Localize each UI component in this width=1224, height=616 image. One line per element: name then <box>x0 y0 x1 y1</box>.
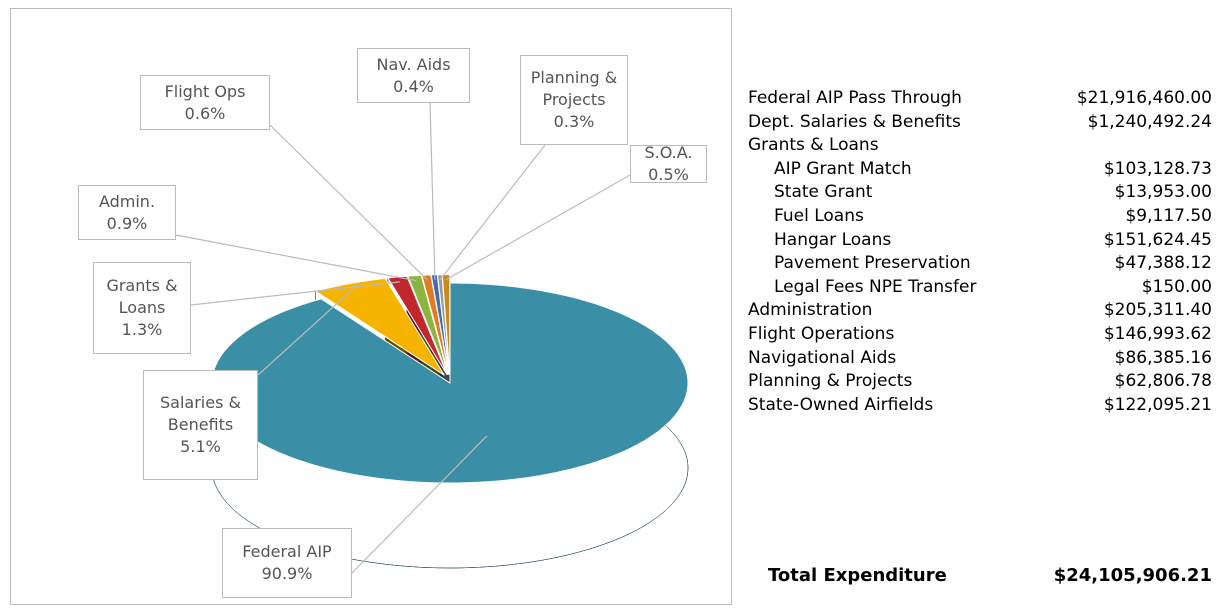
table-row: Administration $205,311.40 <box>748 300 1212 324</box>
table-row: Grants & Loans <box>748 135 1212 159</box>
label-value: 0.9% <box>106 213 148 233</box>
row-amount: $86,385.16 <box>1114 347 1212 368</box>
row-label: State Grant <box>774 182 873 203</box>
table-row: Planning & Projects $62,806.78 <box>748 371 1212 395</box>
row-label: Legal Fees NPE Transfer <box>774 276 977 297</box>
data-label: Admin. 0.9% <box>78 185 176 240</box>
data-label: Federal AIP 90.9% <box>222 528 352 598</box>
row-amount: $62,806.78 <box>1114 371 1212 392</box>
table-row: State Grant $13,953.00 <box>748 182 1212 206</box>
row-amount: $150.00 <box>1141 276 1212 297</box>
row-amount: $151,624.45 <box>1103 229 1212 250</box>
row-label: AIP Grant Match <box>774 158 912 179</box>
label-value: 5.1% <box>180 437 221 456</box>
label-value: 0.3% <box>553 112 595 131</box>
total-amount: $24,105,906.21 <box>1053 565 1212 586</box>
label-name: Salaries & Benefits <box>160 393 241 434</box>
row-amount: $146,993.62 <box>1103 324 1212 344</box>
row-label: Dept. Salaries & Benefits <box>748 111 961 132</box>
row-amount: $9,117.50 <box>1125 206 1212 226</box>
leader-line <box>439 144 546 281</box>
row-amount: $122,095.21 <box>1103 394 1212 415</box>
slice <box>441 274 451 375</box>
table-row: Navigational Aids $86,385.16 <box>748 348 1212 372</box>
row-label: Pavement Preservation <box>774 253 971 274</box>
row-amount: $103,128.73 <box>1103 158 1212 179</box>
label-name: Flight Ops <box>164 81 246 101</box>
data-label: Nav. Aids 0.4% <box>357 48 470 103</box>
row-label: State-Owned Airfields <box>748 394 934 415</box>
row-amount: $1,240,492.24 <box>1087 111 1212 132</box>
row-label: Fuel Loans <box>774 206 864 226</box>
label-name: Grants & Loans <box>106 276 178 317</box>
leader-line <box>349 435 488 576</box>
row-label: Flight Operations <box>748 324 895 344</box>
label-value: 1.3% <box>121 320 163 339</box>
row-amount: $13,953.00 <box>1114 182 1212 203</box>
row-label: Hangar Loans <box>774 229 892 250</box>
data-label: Salaries & Benefits 5.1% <box>143 370 258 480</box>
table-row: Fuel Loans $9,117.50 <box>748 206 1212 230</box>
label-value: 0.4% <box>393 76 434 96</box>
leader-line <box>445 174 631 281</box>
table-row: Pavement Preservation $47,388.12 <box>748 253 1212 277</box>
leader-line <box>429 102 436 280</box>
table-row: State-Owned Airfields $122,095.21 <box>748 395 1212 419</box>
row-label: Grants & Loans <box>748 135 879 156</box>
table-row: Hangar Loans $151,624.45 <box>748 230 1212 254</box>
slice <box>314 277 445 376</box>
data-label: Flight Ops 0.6% <box>140 75 270 130</box>
row-amount: $47,388.12 <box>1114 253 1212 274</box>
leader-line <box>269 124 428 281</box>
row-amount: $21,916,460.00 <box>1076 88 1212 108</box>
data-label: Grants & Loans 1.3% <box>93 262 191 354</box>
label-name: Federal AIP <box>242 542 332 561</box>
row-label: Federal AIP Pass Through <box>748 88 962 108</box>
leader-line <box>190 281 400 306</box>
row-label: Administration <box>748 300 873 321</box>
row-label: Navigational Aids <box>748 347 897 368</box>
label-value: 90.9% <box>261 564 313 583</box>
table-row: Dept. Salaries & Benefits $1,240,492.24 <box>748 112 1212 136</box>
table-row: Flight Operations $146,993.62 <box>748 324 1212 348</box>
row-amount: $205,311.40 <box>1103 300 1212 321</box>
total-label: Total Expenditure <box>768 565 947 586</box>
leader-line <box>257 287 355 376</box>
table-row: Federal AIP Pass Through $21,916,460.00 <box>748 88 1212 112</box>
data-label: S.O.A. 0.5% <box>630 143 707 184</box>
label-name: S.O.A. <box>644 143 693 162</box>
data-label: Planning & Projects 0.3% <box>520 55 628 145</box>
leader-line <box>175 234 417 282</box>
label-name: Admin. <box>98 191 156 211</box>
label-name: Planning & Projects <box>530 68 618 109</box>
table-row: AIP Grant Match $103,128.73 <box>748 159 1212 183</box>
slice <box>407 274 449 375</box>
row-label: Planning & Projects <box>748 371 913 392</box>
label-value: 0.6% <box>184 103 226 123</box>
label-value: 0.5% <box>648 165 689 184</box>
label-name: Nav. Aids <box>376 54 451 74</box>
chart-frame <box>10 8 732 605</box>
table-row: Legal Fees NPE Transfer $150.00 <box>748 277 1212 301</box>
